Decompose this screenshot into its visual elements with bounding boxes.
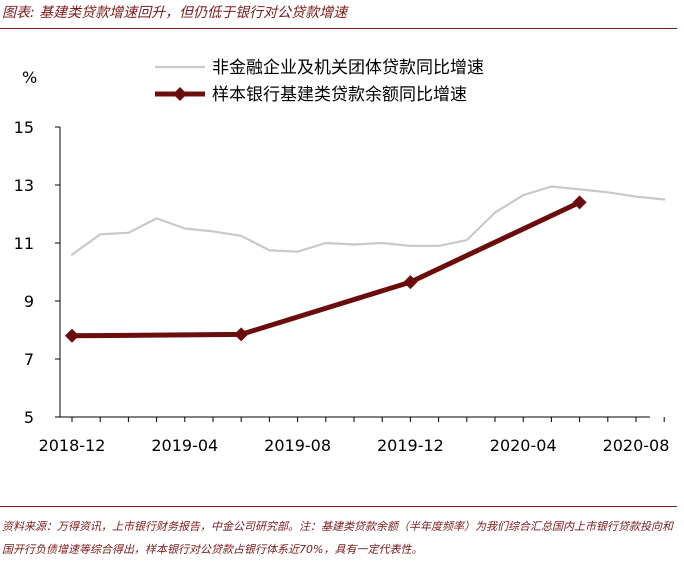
y-tick-label: 15 <box>14 118 34 137</box>
source-note: 资料来源：万得资讯，上市银行财务报告，中金公司研究部。注：基建类贷款余额（半年度… <box>2 520 673 556</box>
legend-label-1: 非金融企业及机关团体贷款同比增速 <box>212 58 484 78</box>
series-point-2 <box>403 275 418 290</box>
header-divider <box>0 28 677 29</box>
legend-marker-2 <box>173 87 187 101</box>
x-tick-label: 2020-08 <box>603 436 670 455</box>
series-point-2 <box>65 328 79 343</box>
x-tick-label: 2019-08 <box>264 436 331 455</box>
x-tick-label: 2019-04 <box>151 436 218 455</box>
series-layer <box>65 185 666 343</box>
y-tick-label: 11 <box>14 234 34 253</box>
x-tick-label: 2018-12 <box>39 436 106 455</box>
chart-title: 图表: 基建类贷款增速回升，但仍低于银行对公贷款增速 <box>2 5 348 21</box>
series-line-1 <box>70 185 666 256</box>
y-tick-label: 7 <box>24 350 34 369</box>
y-axis-unit: % <box>22 68 37 87</box>
y-tick-label: 5 <box>24 408 34 427</box>
series-point-2 <box>234 327 249 342</box>
line-chart: 5 7 9 11 13 15% 2018-12 2019-04 2019-08 2019-12 20… <box>14 58 670 455</box>
legend-label-2: 样本银行基建类贷款余额同比增速 <box>212 85 467 105</box>
y-tick-label: 13 <box>14 176 34 195</box>
series-line-2 <box>69 199 583 339</box>
footer-divider <box>0 506 677 507</box>
y-tick-label: 9 <box>24 292 34 311</box>
axes: 5 7 9 11 13 15% 2018-12 2019-04 2019-08 2019-12 20… <box>14 68 670 455</box>
x-tick-label: 2019-12 <box>377 436 444 455</box>
x-tick-label: 2020-04 <box>490 436 557 455</box>
series-point-2 <box>572 195 587 210</box>
